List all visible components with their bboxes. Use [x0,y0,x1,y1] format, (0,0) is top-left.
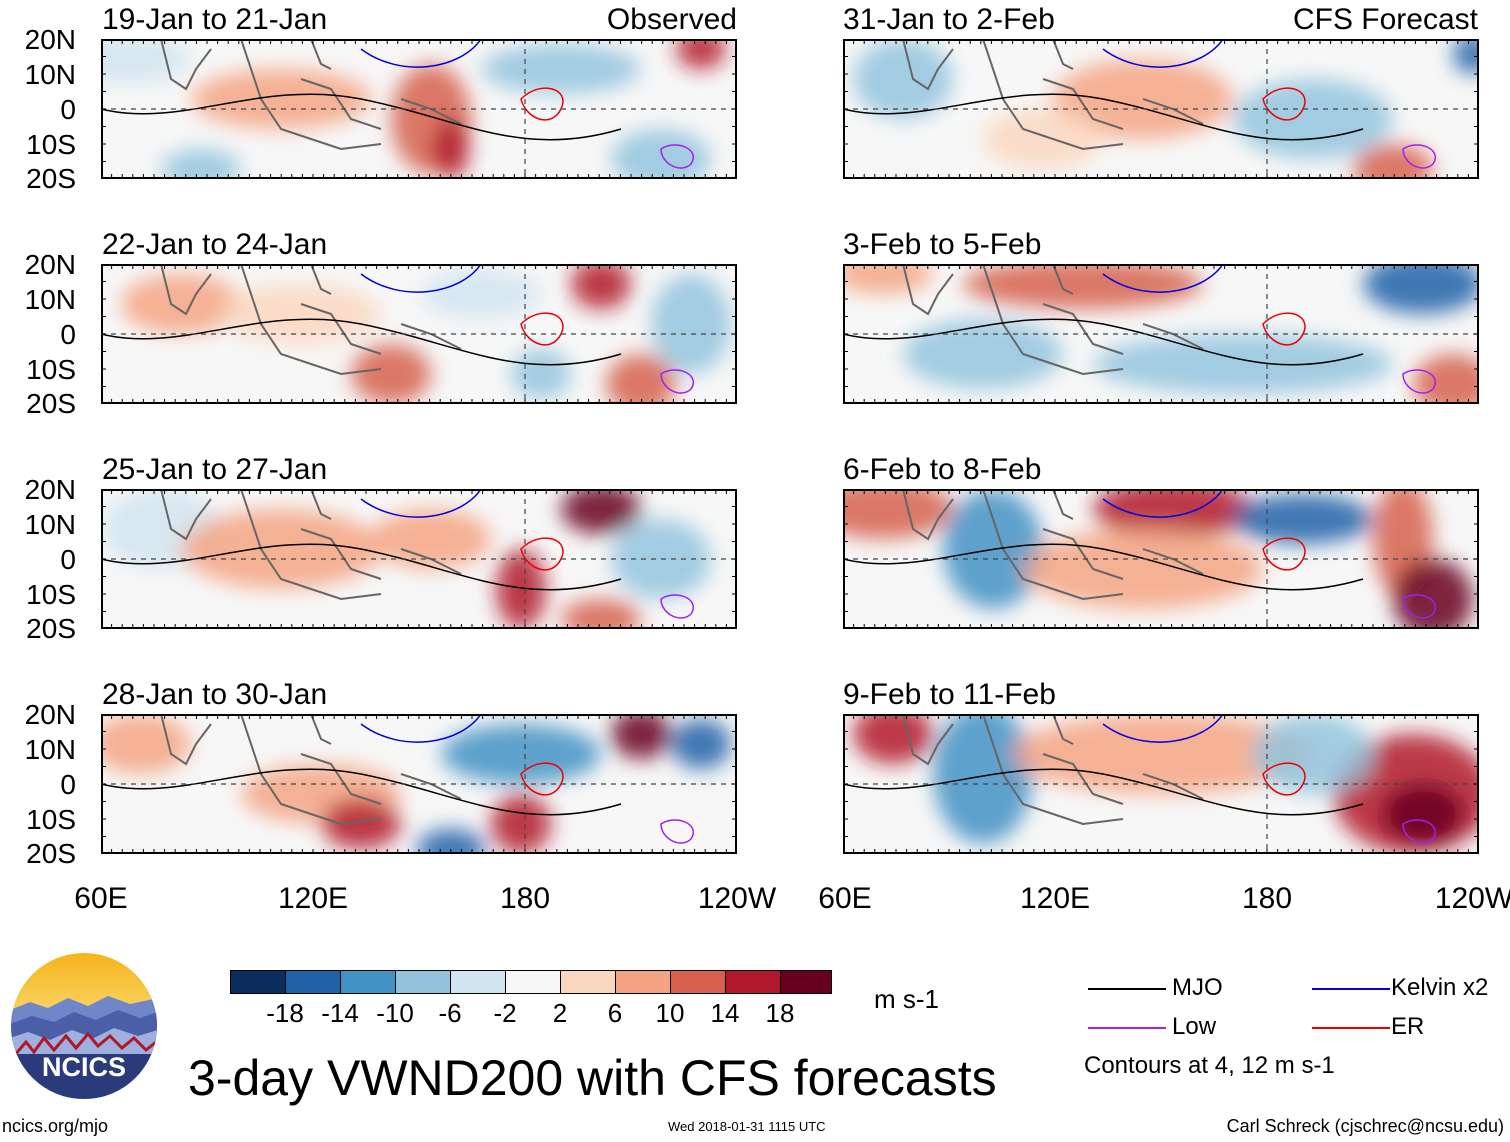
lon-label-120e: 120E [277,882,349,915]
colorbar-label: -6 [438,998,462,1028]
lat-label-20s: 20S [26,388,76,419]
lon-label-120e: 120E [1019,882,1091,915]
colorbar-swatch-5 [450,970,505,994]
footer-url: ncics.org/mjo [2,1116,109,1136]
lat-label-20s: 20S [26,613,76,644]
lon-label-120w: 120W [697,882,777,915]
lon-label-180: 180 [499,882,551,915]
colorbar-swatch-6 [505,970,560,994]
footer-credit: Carl Schreck (cjschrec@ncsu.edu) [1226,1116,1504,1136]
map-panel-left-2 [101,264,737,404]
colorbar-swatch-7 [560,970,615,994]
map-panel-right-1 [843,39,1479,179]
lon-label-60e: 60E [818,882,872,915]
panel-title-left-3: 25-Jan to 27-Jan [102,453,328,486]
panel-title-right-3: 6-Feb to 8-Feb [843,453,1042,486]
legend-label-low: Low [1172,1013,1217,1040]
legend-label-er: ER [1391,1013,1425,1040]
lat-label-20s: 20S [26,163,76,194]
panel-title-right-2: 3-Feb to 5-Feb [843,228,1042,261]
map-panel-left-1 [101,39,737,179]
colorbar-swatch-8 [615,970,670,994]
colorbar-swatch-3 [340,970,395,994]
lat-label-10s: 10S [26,354,76,385]
colorbar-swatch-9 [670,970,725,994]
lat-label-10n: 10N [24,734,76,765]
legend-contour-note: Contours at 4, 12 m s-1 [1084,1052,1335,1079]
ncics-logo-text: NCICS [42,1052,126,1082]
ncics-logo: NCICS [10,952,158,1100]
colorbar-label: 18 [765,998,795,1028]
panel-title-left-1: 19-Jan to 21-Jan [102,3,328,36]
colorbar-swatch-10 [725,970,780,994]
lat-label-10n: 10N [24,509,76,540]
map-panel-left-4 [101,714,737,854]
legend-line-kelvin [1312,988,1390,990]
legend-line-low [1088,1027,1166,1029]
map-panel-right-4 [843,714,1479,854]
lat-label-eq: 0 [60,544,76,575]
colorbar-label: 10 [655,998,685,1028]
colorbar-label: 2 [552,998,568,1028]
legend-line-mjo [1088,988,1166,990]
colorbar-swatch-4 [395,970,450,994]
lat-label-eq: 0 [60,319,76,350]
legend-label-kelvin: Kelvin x2 [1391,974,1489,1001]
map-panel-right-3 [843,489,1479,629]
lon-label-120w: 120W [1434,882,1510,915]
colorbar-label: -18 [266,998,304,1028]
lon-label-60e: 60E [74,882,128,915]
lat-label-10s: 10S [26,804,76,835]
panel-title-left-2: 22-Jan to 24-Jan [102,228,328,261]
lat-label-20s: 20S [26,838,76,869]
colorbar-label: -2 [493,998,517,1028]
lat-label-20n: 20N [24,699,76,730]
panel-title-right-4: 9-Feb to 11-Feb [843,678,1056,711]
lat-label-20n: 20N [24,249,76,280]
lat-label-10s: 10S [26,579,76,610]
footer-timestamp: Wed 2018-01-31 1115 UTC [668,1119,826,1134]
lat-label-eq: 0 [60,769,76,800]
lat-label-20n: 20N [24,24,76,55]
panel-title-right-1: 31-Jan to 2-Feb [843,3,1055,36]
lat-label-eq: 0 [60,94,76,125]
colorbar-units: m s-1 [874,984,939,1014]
colorbar-swatch-1 [230,970,285,994]
map-panel-right-2 [843,264,1479,404]
lat-label-10n: 10N [24,284,76,315]
panel-title-left-4: 28-Jan to 30-Jan [102,678,328,711]
colorbar-label: -14 [321,998,359,1028]
lat-label-20n: 20N [24,474,76,505]
colorbar-label: -10 [376,998,414,1028]
colorbar-label: 14 [710,998,740,1028]
colorbar-label: 6 [607,998,623,1028]
colorbar-swatch-2 [285,970,340,994]
lon-label-180: 180 [1241,882,1293,915]
ncics-logo-graphic: NCICS [11,953,157,1099]
lat-label-10s: 10S [26,129,76,160]
legend-line-er [1312,1027,1390,1029]
observed-label: Observed [606,3,737,36]
main-title: 3-day VWND200 with CFS forecasts [188,1050,997,1106]
lat-label-10n: 10N [24,59,76,90]
map-panel-left-3 [101,489,737,629]
cfs-forecast-label: CFS Forecast [1292,3,1478,36]
legend-label-mjo: MJO [1172,974,1223,1001]
colorbar-swatch-11 [780,970,832,994]
